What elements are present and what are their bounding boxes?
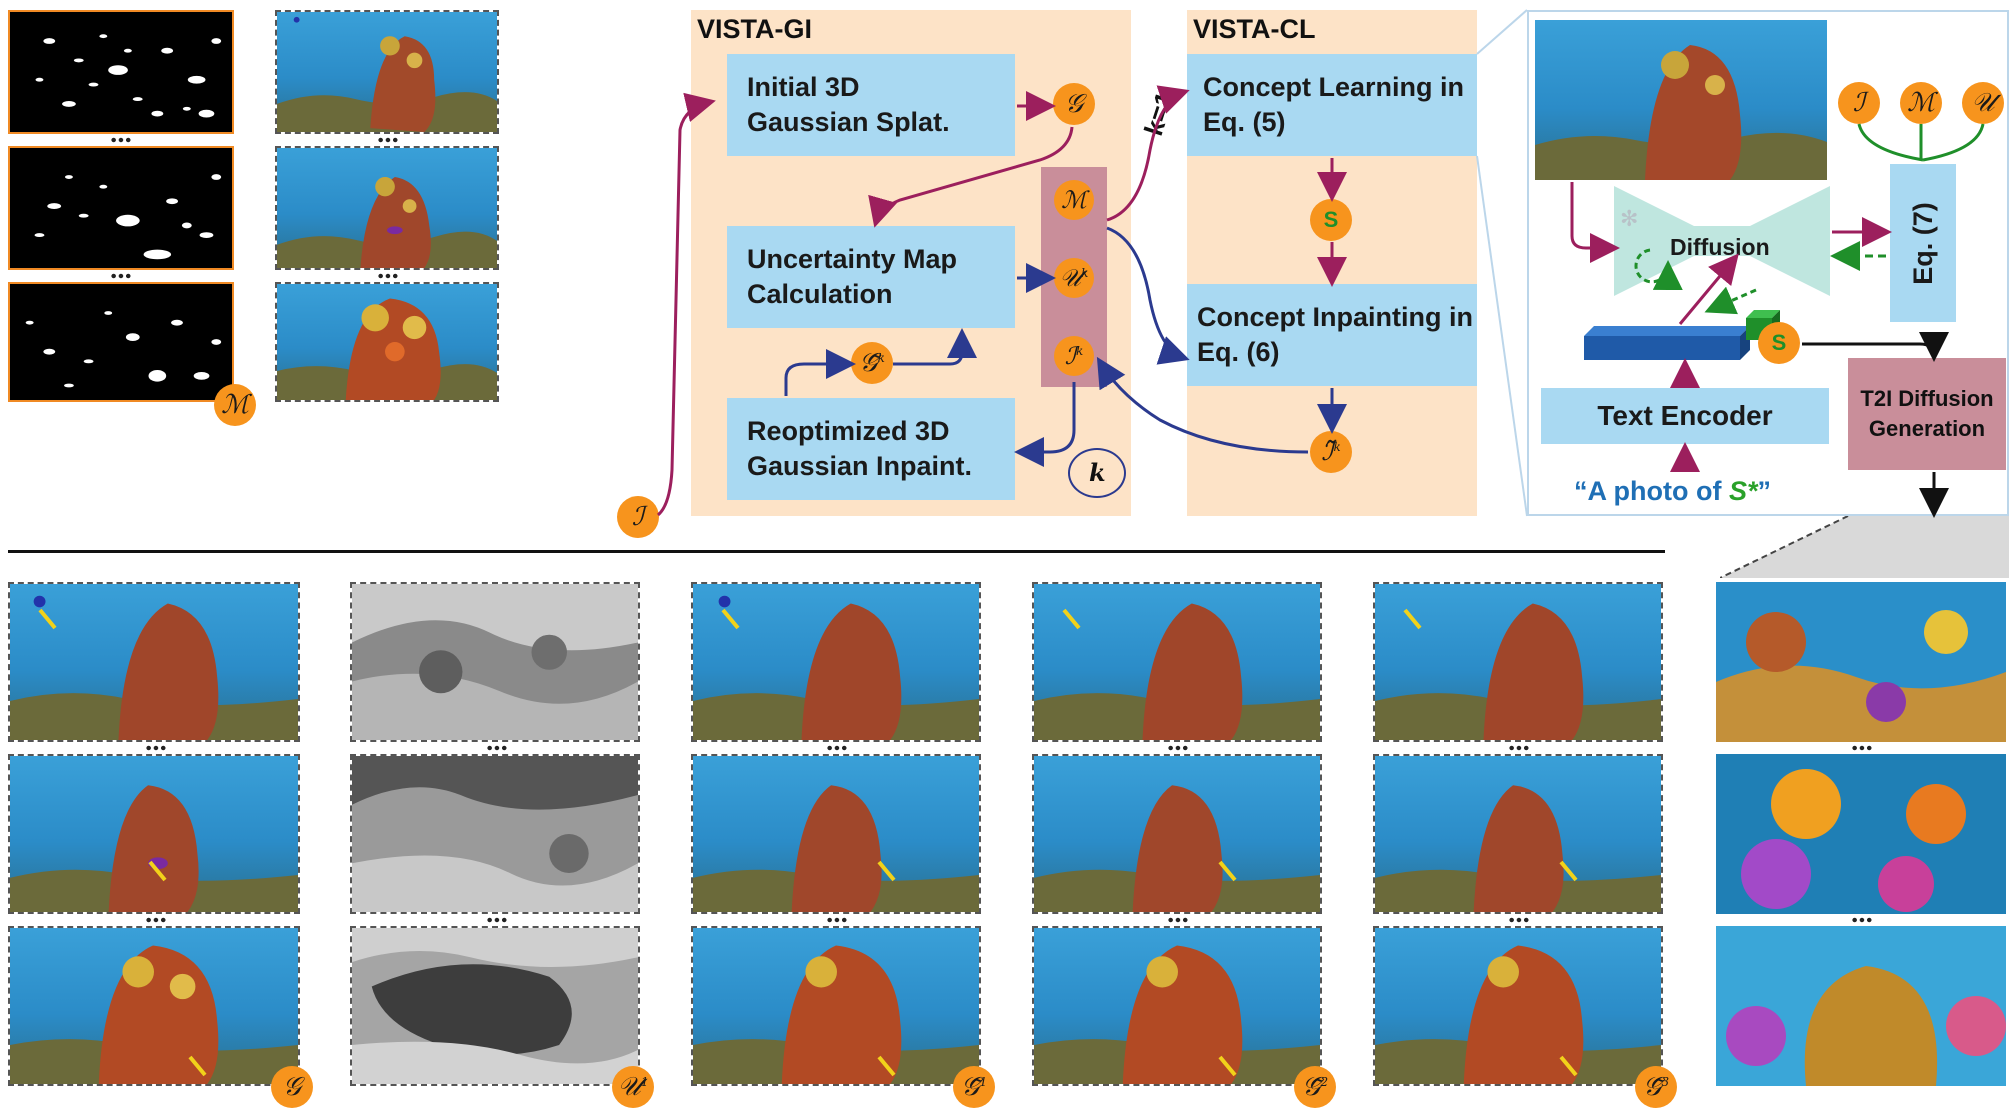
- mask-image-1: [8, 10, 234, 134]
- uncertainty-map-1: [350, 582, 640, 742]
- reopt-gaussian-1-render-2: [691, 754, 981, 914]
- gaussian-tilde-2-badge: 𝒢̃ 2: [1294, 1066, 1336, 1108]
- more-frames-dots: [110, 137, 132, 143]
- more-frames-dots: [826, 917, 848, 923]
- initial-gaussian-label: Initial 3D Gaussian Splat.: [747, 71, 950, 137]
- frozen-snowflake-icon: ✻: [1620, 206, 1639, 231]
- k-loop-label: k: [1089, 458, 1106, 487]
- more-frames-dots: [1167, 745, 1189, 751]
- t2i-output-bracket: [1719, 515, 2009, 579]
- diffusion-input-image: [1535, 20, 1827, 180]
- concept-learning-box: Concept Learning in Eq. (5): [1187, 54, 1477, 156]
- concept-inpainting-label: Concept Inpainting in Eq. (6): [1197, 301, 1473, 367]
- input-image-2: [275, 146, 499, 270]
- more-frames-dots: [145, 745, 167, 751]
- more-frames-dots: [486, 745, 508, 751]
- vista-cl-title: VISTA-CL: [1193, 14, 1316, 44]
- reopt-gaussian-2-render-3: [1032, 926, 1322, 1086]
- gaussian-tilde-1-badge: 𝒢̃ 1: [953, 1066, 995, 1108]
- gaussian-render-3: [8, 926, 300, 1086]
- uncertainty-map-box: Uncertainty Map Calculation: [727, 226, 1015, 328]
- text-embedding-bar: [1584, 326, 1750, 360]
- uncertainty-map-3: [350, 926, 640, 1086]
- reopt-gaussian-3-render-2: [1373, 754, 1663, 914]
- more-frames-dots: [486, 917, 508, 923]
- mask-symbol-badge: ℳ: [214, 384, 256, 426]
- concept-s-badge: S: [1310, 199, 1352, 241]
- reopt-gaussian-2-render-2: [1032, 754, 1322, 914]
- more-frames-dots: [110, 273, 132, 279]
- diffusion-label: Diffusion: [1670, 234, 1770, 260]
- gaussian-render-2: [8, 754, 300, 914]
- prompt-caption: “A photo of S*”: [1574, 476, 1771, 506]
- reopt-gaussian-1-render-1: [691, 582, 981, 742]
- section-divider: [8, 550, 1665, 553]
- reopt-gaussian-3-render-1: [1373, 582, 1663, 742]
- more-frames-dots: [826, 745, 848, 751]
- images-symbol-badge: ℐ: [617, 496, 659, 538]
- input-image-1: [275, 10, 499, 134]
- vista-gi-title: VISTA-GI: [697, 14, 813, 44]
- more-frames-dots: [1167, 917, 1189, 923]
- concept-inpainting-box: Concept Inpainting in Eq. (6): [1187, 284, 1477, 386]
- initial-gaussian-box: Initial 3D Gaussian Splat.: [727, 54, 1015, 156]
- more-frames-dots: [1851, 745, 1873, 751]
- uncertainty-map-label: Uncertainty Map Calculation: [747, 243, 958, 309]
- reopt-gaussian-1-render-3: [691, 926, 981, 1086]
- reoptimized-gaussian-box: Reoptimized 3D Gaussian Inpaint.: [727, 398, 1015, 500]
- k-equals-1-label: k=1: [1138, 88, 1181, 140]
- text-encoder-box: Text Encoder: [1541, 388, 1829, 444]
- more-frames-dots: [377, 137, 399, 143]
- more-frames-dots: [377, 273, 399, 279]
- reoptimized-gaussian-label: Reoptimized 3D Gaussian Inpaint.: [747, 415, 973, 481]
- gaussian-tilde-3-badge: 𝒢̃ 3: [1635, 1066, 1677, 1108]
- t2i-generated-2: [1716, 754, 2006, 914]
- t2i-generated-3: [1716, 926, 2006, 1086]
- more-frames-dots: [1508, 917, 1530, 923]
- token-s-badge: S: [1758, 322, 1800, 364]
- reopt-gaussian-3-render-3: [1373, 926, 1663, 1086]
- gaussian-render-badge: 𝒢: [271, 1066, 313, 1108]
- eq7-uncertainty-badge: 𝒰: [1962, 82, 2004, 124]
- eq7-mask-badge: ℳ: [1900, 82, 1942, 124]
- k-loop-icon: [1068, 448, 1126, 498]
- mask-image-2: [8, 146, 234, 270]
- gaussian-tilde-k-badge: 𝒢̃ k: [851, 342, 893, 384]
- gaussian-render-1: [8, 582, 300, 742]
- mask-image-3: [8, 282, 234, 402]
- uncertainty-map-2: [350, 754, 640, 914]
- input-image-3: [275, 282, 499, 402]
- concept-learning-label: Concept Learning in Eq. (5): [1203, 71, 1465, 137]
- eq7-box: Eq. (7): [1890, 164, 1956, 322]
- gaussian-symbol-badge: 𝒢: [1053, 83, 1095, 125]
- t2i-diffusion-box: T2I Diffusion Generation: [1848, 358, 2006, 470]
- t2i-generated-1: [1716, 582, 2006, 742]
- more-frames-dots: [1851, 917, 1873, 923]
- inpainted-tilde-k-badge: ℐ̃ k: [1310, 431, 1352, 473]
- reopt-gaussian-2-render-1: [1032, 582, 1322, 742]
- more-frames-dots: [145, 917, 167, 923]
- more-frames-dots: [1508, 745, 1530, 751]
- mask-stack-badge: ℳ: [1054, 180, 1094, 220]
- eq7-images-badge: ℐ: [1838, 82, 1880, 124]
